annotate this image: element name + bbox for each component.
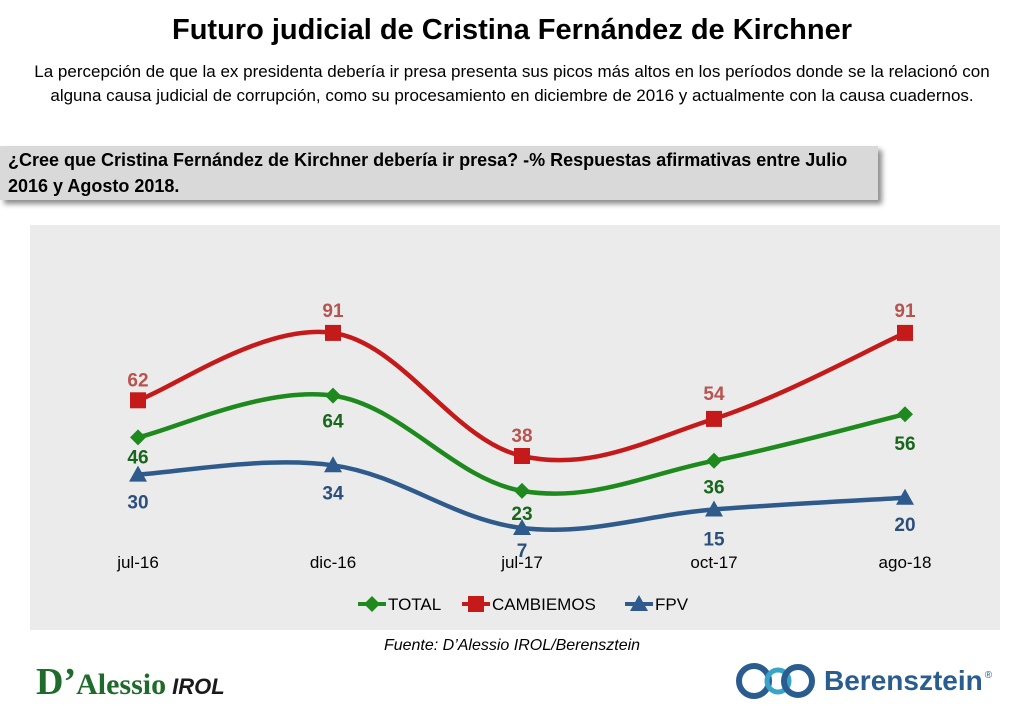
- data-point-fpv: [705, 500, 723, 517]
- page-subtitle: La percepción de que la ex presidenta de…: [34, 62, 990, 105]
- data-label-cambiemos: 62: [127, 370, 148, 391]
- data-point-fpv: [896, 488, 914, 505]
- data-label-fpv: 20: [894, 515, 915, 536]
- data-label-cambiemos: 91: [322, 301, 344, 322]
- legend-label-fpv: FPV: [655, 595, 689, 614]
- dalessio-irol-logo: D’ Alessio IROL: [36, 660, 225, 703]
- legend-marker-cambiemos: [468, 596, 484, 612]
- data-label-fpv: 30: [127, 493, 148, 514]
- data-label-total: 56: [894, 434, 915, 455]
- chart-panel: 46 64 23 36 56 62 91 38 54 91 30 34 7 15 20 jul-16 dic-1…: [30, 225, 1000, 630]
- logo-right-registered: ®: [984, 670, 993, 681]
- line-chart: 46 64 23 36 56 62 91 38 54 91 30 34 7 15 20 jul-16 dic-1…: [116, 301, 932, 614]
- legend-label-total: TOTAL: [388, 595, 441, 614]
- berensztein-logo-icon: [736, 663, 815, 699]
- data-label-cambiemos: 38: [511, 426, 532, 447]
- data-point-fpv: [513, 519, 531, 535]
- data-label-fpv: 15: [703, 530, 725, 551]
- data-point-total: [706, 452, 722, 469]
- x-tick-label: oct-17: [690, 553, 737, 572]
- data-point-cambiemos: [325, 324, 341, 341]
- logo-left-irol: IROL: [172, 674, 225, 699]
- legend-marker-fpv: [630, 595, 648, 611]
- logo-left-name: Alessio: [76, 668, 167, 701]
- berensztein-logo: Berensztein ®: [736, 662, 992, 700]
- page-title: Futuro judicial de Cristina Fernández de…: [172, 14, 852, 46]
- x-tick-label: ago-18: [879, 553, 932, 572]
- data-label-total: 64: [322, 412, 344, 433]
- series-fpv: 30 34 7 15 20: [127, 456, 916, 562]
- logo-right-name: Berensztein: [824, 665, 983, 696]
- x-tick-label: jul-16: [116, 553, 159, 572]
- data-label-fpv: 34: [322, 483, 344, 504]
- source-note: Fuente: D’Alessio IROL/Berensztein: [383, 637, 641, 654]
- data-label-fpv: 7: [517, 541, 528, 562]
- data-label-total: 23: [511, 504, 532, 525]
- data-point-cambiemos: [897, 324, 913, 341]
- chart-legend: TOTAL CAMBIEMOS FPV: [358, 595, 689, 614]
- data-point-cambiemos: [130, 392, 146, 409]
- question-box: ¿Cree que Cristina Fernández de Kirchner…: [0, 146, 878, 200]
- data-point-total: [514, 482, 530, 499]
- data-label-total: 36: [703, 478, 724, 499]
- data-label-cambiemos: 54: [703, 384, 725, 405]
- legend-label-cambiemos: CAMBIEMOS: [492, 595, 596, 614]
- logo-left-mark: D’: [36, 661, 77, 703]
- data-point-cambiemos: [706, 410, 722, 427]
- data-label-total: 46: [127, 447, 148, 468]
- data-label-cambiemos: 91: [894, 301, 916, 322]
- data-point-fpv: [129, 465, 147, 482]
- legend-marker-total: [364, 596, 380, 612]
- x-tick-label: dic-16: [310, 553, 356, 572]
- data-point-cambiemos: [514, 448, 530, 464]
- data-point-total: [897, 406, 913, 423]
- series-total: 46 64 23 36 56: [127, 387, 916, 525]
- data-point-fpv: [324, 456, 342, 473]
- data-point-total: [130, 429, 146, 446]
- x-tick-label: jul-17: [500, 553, 543, 572]
- series-cambiemos: 62 91 38 54 91: [127, 301, 916, 464]
- data-point-total: [325, 387, 341, 404]
